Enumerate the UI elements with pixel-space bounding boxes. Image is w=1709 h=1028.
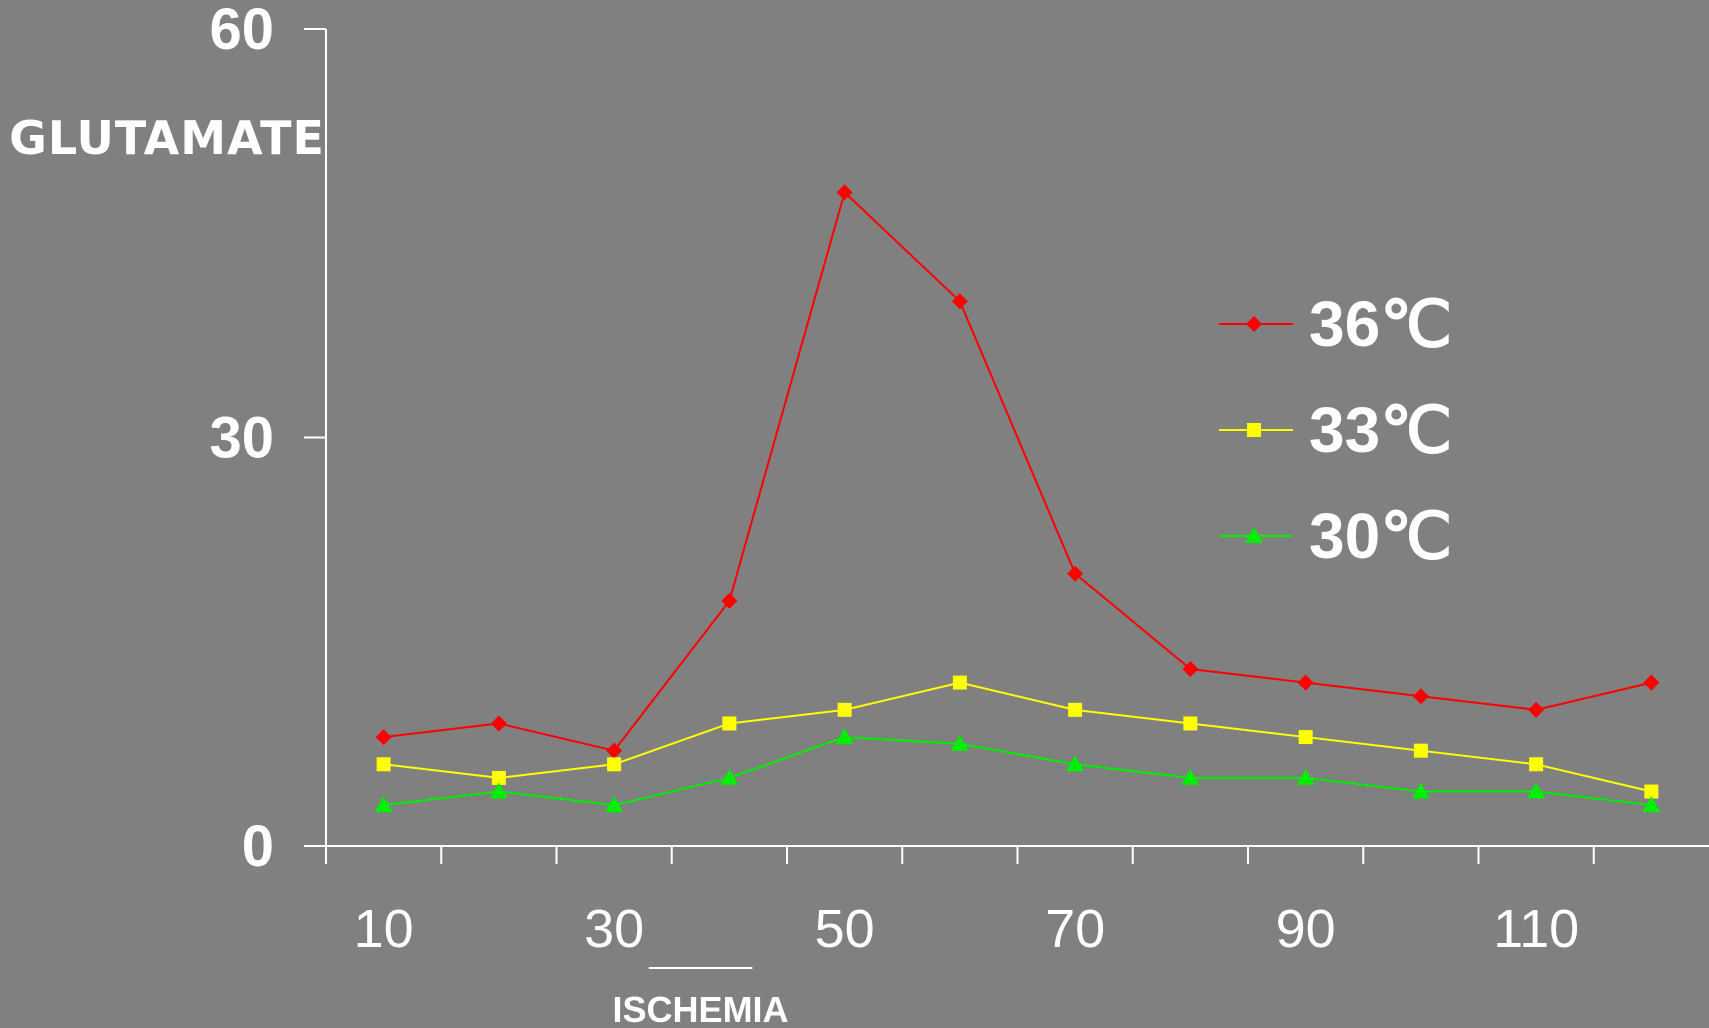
series-1 <box>375 184 1660 759</box>
ischemia-label: ISCHEMIA <box>613 989 789 1028</box>
legend-label: 36℃ <box>1309 288 1452 360</box>
data-point <box>1183 716 1198 731</box>
data-point <box>1068 702 1083 717</box>
series-layer <box>374 184 1661 813</box>
data-point <box>721 592 738 609</box>
legend-marker <box>1245 527 1263 543</box>
y-axis-ticks: 0 30 60 <box>209 0 326 879</box>
legend-label: 33℃ <box>1309 394 1452 466</box>
data-point <box>1644 784 1659 799</box>
data-point <box>489 782 508 799</box>
data-point <box>375 729 392 746</box>
series-3 <box>374 728 1661 813</box>
data-point <box>1529 757 1544 772</box>
series-line <box>383 190 1652 752</box>
data-point <box>1413 743 1428 758</box>
data-point <box>835 728 854 745</box>
y-axis-label: GLUTAMATE <box>9 111 325 165</box>
data-point <box>951 293 968 310</box>
data-point <box>1527 782 1546 799</box>
data-point <box>1296 768 1315 785</box>
data-point <box>490 715 507 732</box>
data-point <box>1066 755 1085 772</box>
legend-item: 33℃ <box>1219 394 1452 466</box>
legend: 36℃ 33℃ 30℃ <box>1219 288 1452 572</box>
x-tick-label: 50 <box>815 899 875 959</box>
x-tick-label: 10 <box>354 899 414 959</box>
legend-marker <box>1246 316 1262 332</box>
data-point <box>950 734 969 751</box>
data-point <box>605 796 624 813</box>
data-point <box>1643 674 1660 691</box>
legend-item: 30℃ <box>1219 500 1452 572</box>
data-point <box>1411 782 1430 799</box>
y-tick-label: 0 <box>242 814 274 879</box>
y-tick-label: 60 <box>209 0 274 62</box>
x-tick-label: 30 <box>584 899 644 959</box>
data-point <box>376 757 391 772</box>
data-point <box>1182 660 1199 677</box>
data-point <box>720 768 739 785</box>
x-tick-label: 110 <box>1493 899 1579 959</box>
data-point <box>1412 688 1429 705</box>
legend-label: 30℃ <box>1309 500 1452 572</box>
data-point <box>1181 768 1200 785</box>
data-point <box>1642 796 1661 813</box>
legend-item: 36℃ <box>1219 288 1452 360</box>
data-point <box>952 675 967 690</box>
data-point <box>607 757 622 772</box>
data-point <box>1297 674 1314 691</box>
data-point <box>1528 701 1545 718</box>
data-point <box>722 716 737 731</box>
data-point <box>374 796 393 813</box>
data-point <box>606 742 623 759</box>
series-line <box>383 736 1652 807</box>
legend-marker <box>1247 423 1261 437</box>
x-tick-label: 70 <box>1045 899 1105 959</box>
data-point <box>836 184 853 201</box>
series-2 <box>376 675 1659 799</box>
data-point <box>1067 565 1084 582</box>
data-point <box>1298 730 1313 745</box>
data-point <box>837 702 852 717</box>
x-tick-label: 90 <box>1276 899 1336 959</box>
series-line <box>383 681 1652 793</box>
x-axis-ticks: 10 30 50 70 90 110 <box>325 846 1595 959</box>
data-point <box>491 770 506 785</box>
y-tick-label: 30 <box>209 406 274 471</box>
